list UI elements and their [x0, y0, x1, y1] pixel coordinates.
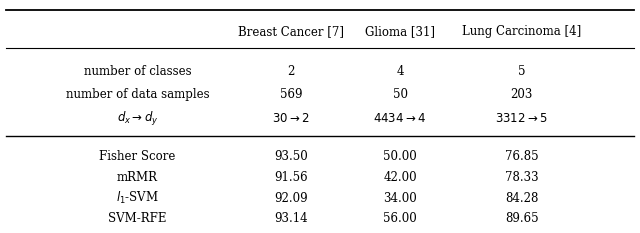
Text: mRMR: mRMR: [117, 171, 158, 184]
Text: 42.00: 42.00: [383, 171, 417, 184]
Text: 4: 4: [396, 65, 404, 78]
Text: $30 \rightarrow 2$: $30 \rightarrow 2$: [273, 112, 310, 125]
Text: 78.33: 78.33: [505, 171, 538, 184]
Text: 93.50: 93.50: [275, 150, 308, 163]
Text: $3312 \rightarrow 5$: $3312 \rightarrow 5$: [495, 112, 548, 125]
Text: 84.28: 84.28: [505, 192, 538, 205]
Text: Breast Cancer [7]: Breast Cancer [7]: [238, 25, 344, 38]
Text: 76.85: 76.85: [505, 150, 538, 163]
Text: 50.00: 50.00: [383, 150, 417, 163]
Text: 569: 569: [280, 88, 303, 101]
Text: number of data samples: number of data samples: [66, 88, 209, 101]
Text: $d_x \rightarrow d_y$: $d_x \rightarrow d_y$: [117, 110, 158, 128]
Text: 91.56: 91.56: [275, 171, 308, 184]
Text: Glioma [31]: Glioma [31]: [365, 25, 435, 38]
Text: 89.65: 89.65: [505, 212, 538, 225]
Text: 2: 2: [287, 65, 295, 78]
Text: 93.14: 93.14: [275, 212, 308, 225]
Text: 5: 5: [518, 65, 525, 78]
Text: SVM-RFE: SVM-RFE: [108, 212, 167, 225]
Text: 50: 50: [392, 88, 408, 101]
Text: 56.00: 56.00: [383, 212, 417, 225]
Text: 34.00: 34.00: [383, 192, 417, 205]
Text: 92.09: 92.09: [275, 192, 308, 205]
Text: $4434 \rightarrow 4$: $4434 \rightarrow 4$: [373, 112, 427, 125]
Text: Lung Carcinoma [4]: Lung Carcinoma [4]: [462, 25, 581, 38]
Text: Fisher Score: Fisher Score: [99, 150, 176, 163]
Text: number of classes: number of classes: [84, 65, 191, 78]
Text: 203: 203: [511, 88, 532, 101]
Text: $l_1$-SVM: $l_1$-SVM: [116, 190, 159, 206]
